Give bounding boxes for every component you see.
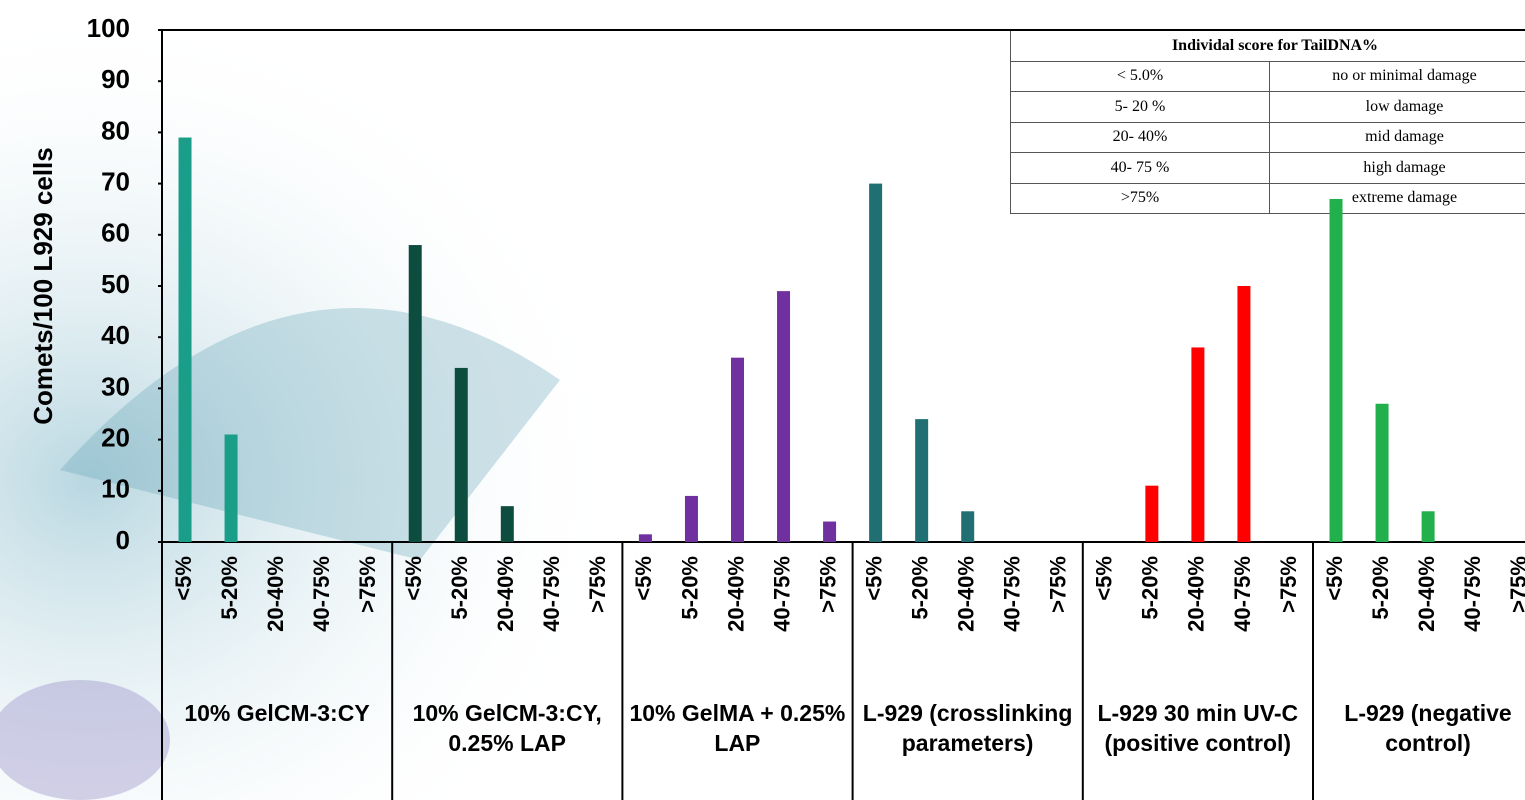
y-tick-label: 40 <box>101 320 130 350</box>
bar <box>684 495 698 542</box>
x-tick-label: >75% <box>1276 556 1301 613</box>
y-tick-label: 0 <box>116 525 130 555</box>
x-tick-label: 40-75% <box>309 556 334 632</box>
group-label: L-929 (negative control) <box>1344 700 1512 756</box>
x-tick-label: 5-20% <box>217 556 242 620</box>
x-tick-label: <5% <box>1092 556 1117 601</box>
y-tick-label: 60 <box>101 218 130 248</box>
x-tick-label: 20-40% <box>1184 556 1209 632</box>
bar <box>915 419 929 542</box>
bar <box>1145 485 1159 542</box>
x-tick-label: <5% <box>171 556 196 601</box>
bar <box>869 183 883 542</box>
y-tick-label: 80 <box>101 115 130 145</box>
x-tick-label: 5-20% <box>1368 556 1393 620</box>
x-tick-label: 40-75% <box>769 556 794 632</box>
table-cell: extreme damage <box>1269 182 1525 214</box>
x-tick-label: <5% <box>401 556 426 601</box>
x-tick-label: >75% <box>585 556 610 613</box>
bar <box>1237 286 1251 542</box>
x-tick-label: 20-40% <box>493 556 518 632</box>
bar <box>1191 347 1205 542</box>
x-tick-label: >75% <box>1506 556 1525 613</box>
table-row: < 5.0% no or minimal damage <box>1010 60 1525 92</box>
score-table: Individal score for TailDNA% < 5.0% no or… <box>1010 30 1525 214</box>
table-row: 40- 75 % high damage <box>1010 152 1525 184</box>
bar <box>500 506 514 542</box>
y-tick-label: 50 <box>101 269 130 299</box>
group-label: 10% GelCM-3:CY <box>184 700 370 726</box>
x-tick-label: 5-20% <box>677 556 702 620</box>
y-tick-label: 30 <box>101 371 130 401</box>
y-tick-label: 20 <box>101 422 130 452</box>
table-cell: high damage <box>1269 152 1525 184</box>
table-title: Individal score for TailDNA% <box>1010 30 1525 62</box>
y-axis-label: Comets/100 L929 cells <box>28 147 58 425</box>
x-tick-label: 5-20% <box>1138 556 1163 620</box>
x-tick-label: 20-40% <box>263 556 288 632</box>
x-tick-label: 40-75% <box>539 556 564 632</box>
y-tick-label: 70 <box>101 166 130 196</box>
group-label: L-929 30 min UV-C (positive control) <box>1097 700 1299 756</box>
x-tick-label: 20-40% <box>1414 556 1439 632</box>
x-tick-label: 20-40% <box>723 556 748 632</box>
table-cell: < 5.0% <box>1010 60 1270 92</box>
bar <box>1329 198 1343 542</box>
bar <box>224 434 238 542</box>
x-tick-label: <5% <box>861 556 886 601</box>
table-row: >75% extreme damage <box>1010 182 1525 214</box>
x-tick-label: >75% <box>1046 556 1071 613</box>
bar <box>1375 403 1389 542</box>
table-cell: >75% <box>1010 182 1270 214</box>
x-tick-label: 40-75% <box>1460 556 1485 632</box>
x-tick-label: 20-40% <box>954 556 979 632</box>
bar <box>1421 511 1435 542</box>
x-tick-label: <5% <box>1322 556 1347 601</box>
x-tick-label: <5% <box>631 556 656 601</box>
table-cell: 5- 20 % <box>1010 91 1270 123</box>
bar <box>638 534 652 542</box>
group-label: 10% GelMA + 0.25% LAP <box>629 700 846 756</box>
bar <box>961 511 975 542</box>
bar <box>731 357 744 542</box>
bar <box>408 245 422 543</box>
y-tick-label: 90 <box>101 64 130 94</box>
bar <box>823 521 837 542</box>
x-tick-label: 40-75% <box>1230 556 1255 632</box>
bar <box>454 367 468 542</box>
x-tick-label: >75% <box>355 556 380 613</box>
y-tick-label: 100 <box>87 13 130 43</box>
x-tick-label: >75% <box>815 556 840 613</box>
table-cell: no or minimal damage <box>1269 60 1525 92</box>
group-label: L-929 (crosslinking parameters) <box>862 700 1073 756</box>
table-row: 5- 20 % low damage <box>1010 91 1525 123</box>
group-label: 10% GelCM-3:CY, 0.25% LAP <box>412 700 602 756</box>
bar <box>777 291 791 542</box>
x-tick-label: 5-20% <box>447 556 472 620</box>
x-tick-label: 40-75% <box>1000 556 1025 632</box>
bar <box>178 137 192 542</box>
table-cell: low damage <box>1269 91 1525 123</box>
x-tick-label: 5-20% <box>907 556 932 620</box>
y-tick-label: 10 <box>101 474 130 504</box>
